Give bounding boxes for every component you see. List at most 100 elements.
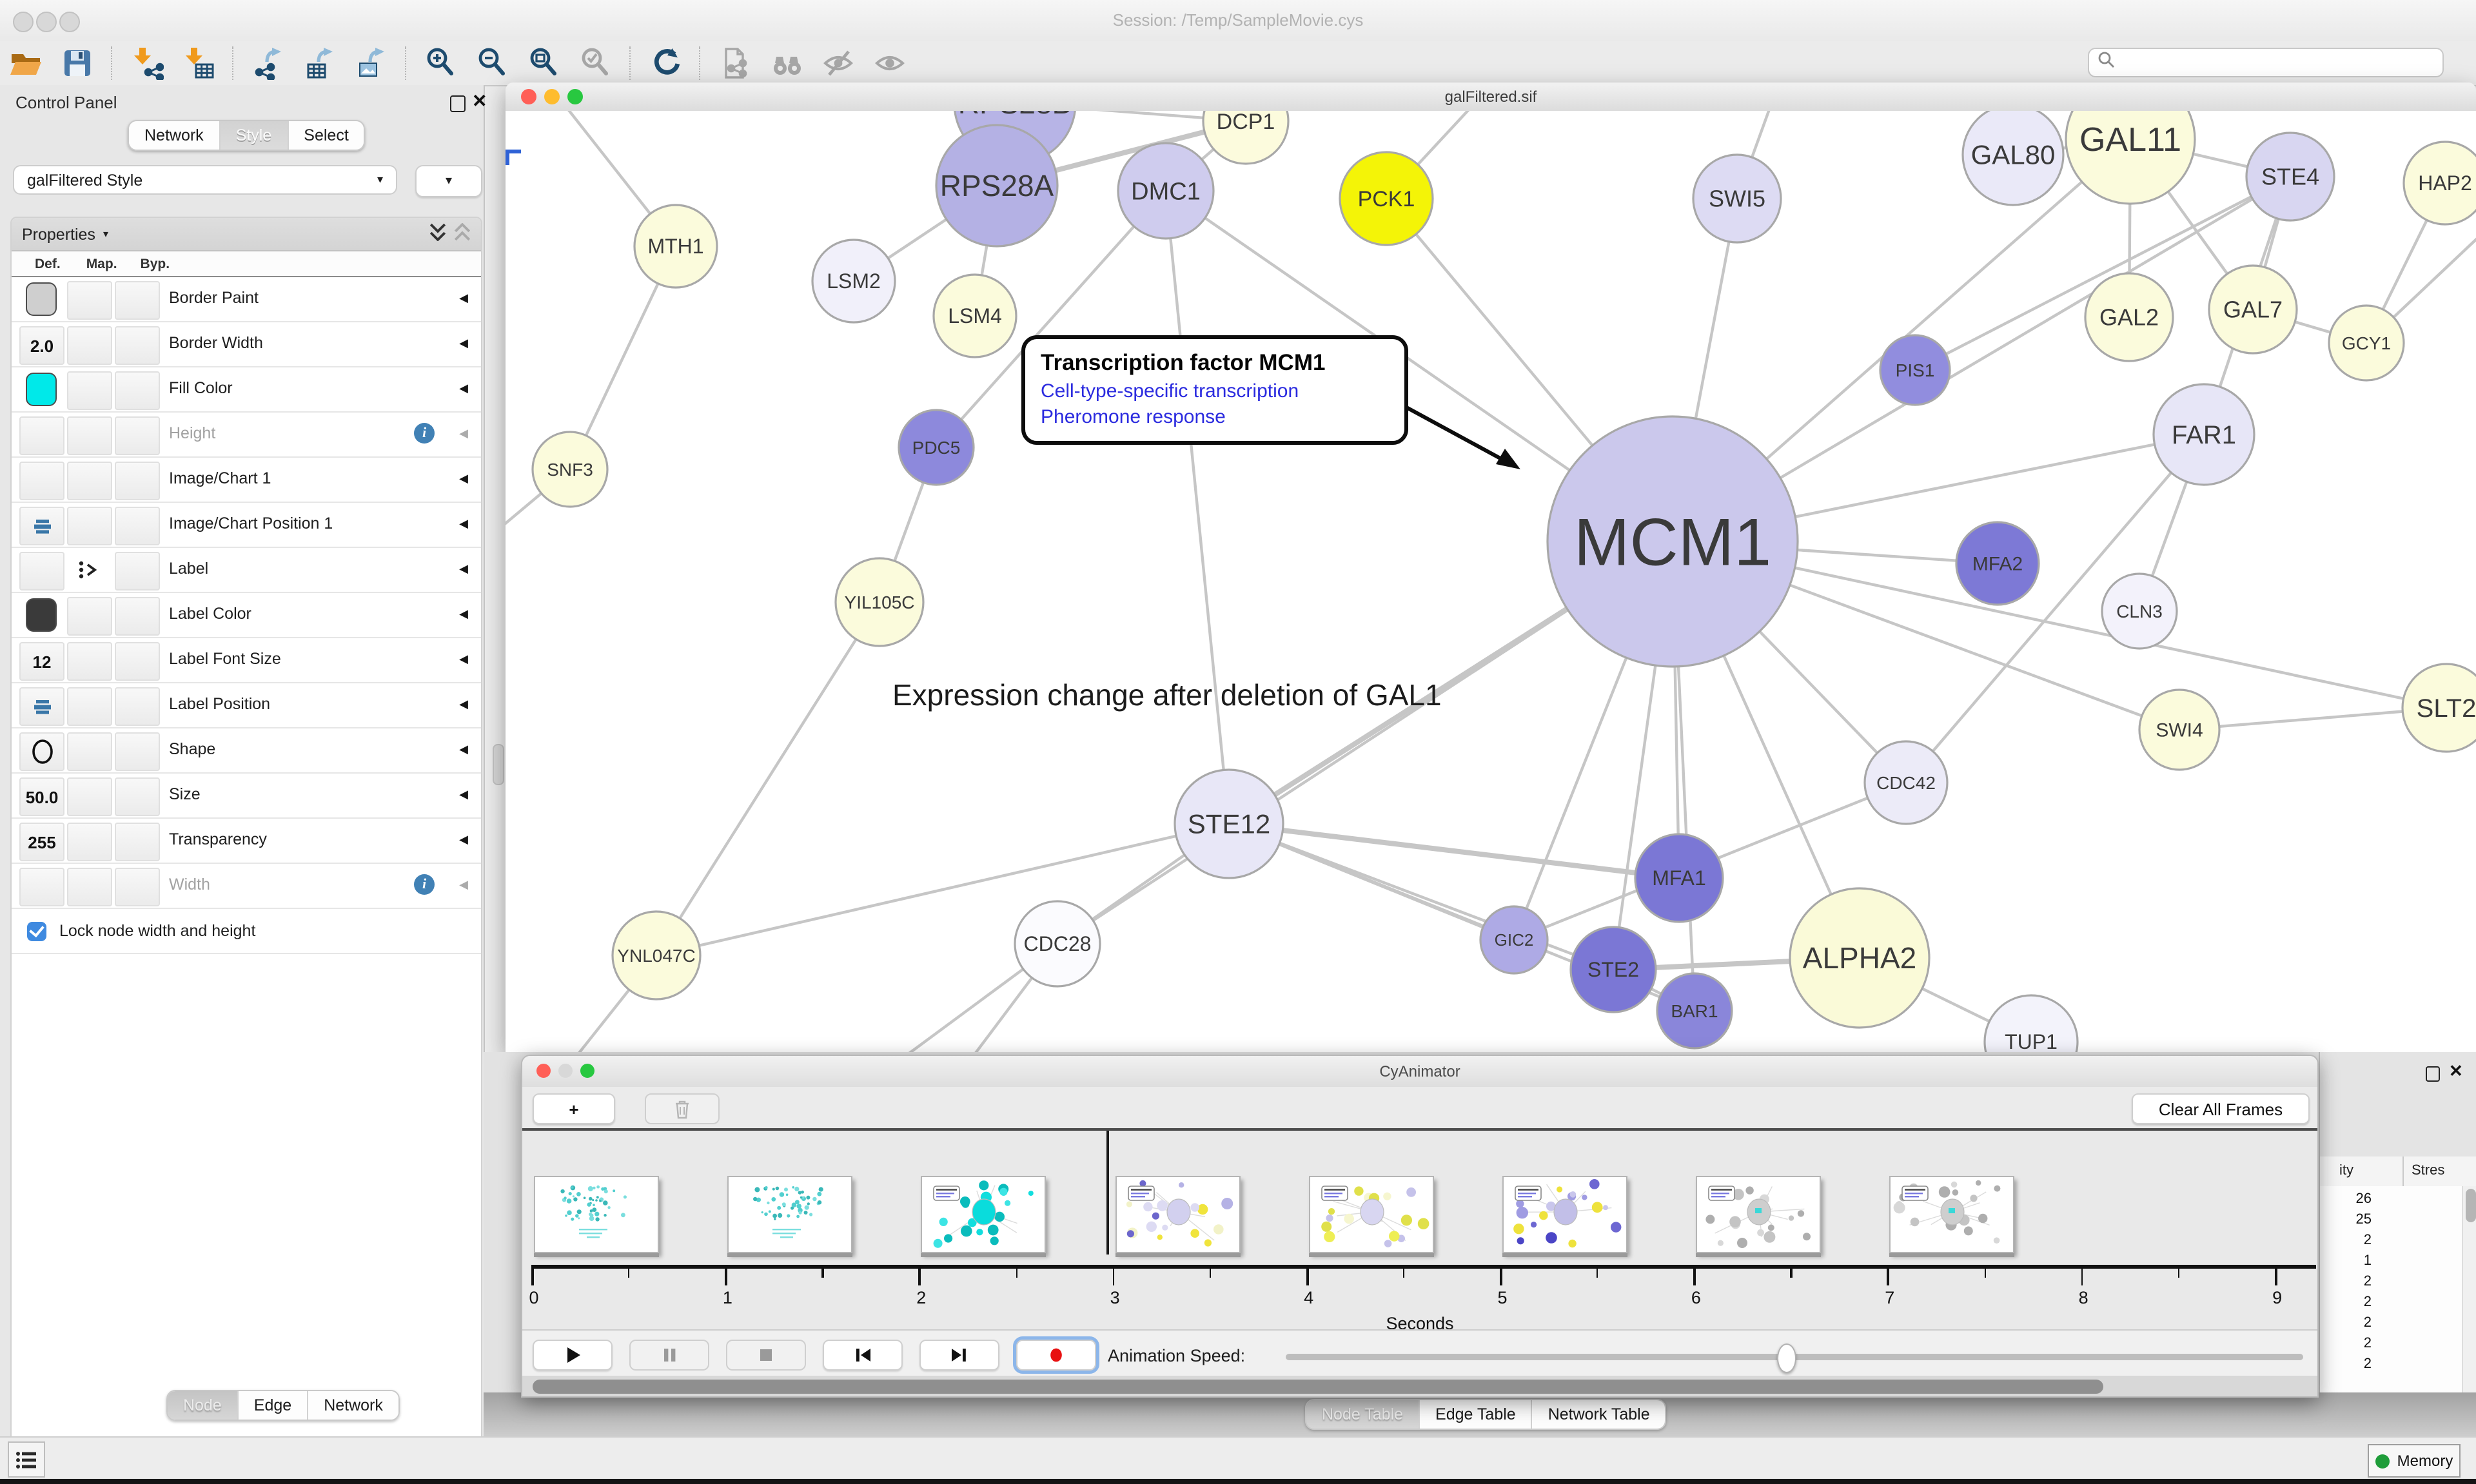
mapping-cell[interactable] (67, 416, 112, 455)
bypass-cell[interactable] (115, 823, 160, 861)
info-icon[interactable]: i (414, 423, 435, 444)
mapping-cell[interactable] (67, 281, 112, 320)
network-node-rps28a[interactable]: RPS28A (935, 124, 1059, 248)
network-minimize-button[interactable] (544, 89, 560, 104)
mapping-cell[interactable] (67, 326, 112, 365)
apply-layout-icon[interactable] (640, 44, 691, 83)
network-node-gal80[interactable]: GAL80 (1961, 111, 2065, 206)
expand-arrow-icon[interactable]: ◀ (459, 788, 468, 801)
network-node-ste4[interactable]: STE4 (2245, 132, 2335, 222)
record-button[interactable] (1016, 1340, 1096, 1371)
expand-arrow-icon[interactable]: ◀ (459, 743, 468, 756)
bypass-cell[interactable] (115, 281, 160, 320)
network-node-mfa2[interactable]: MFA2 (1955, 521, 2040, 606)
network-node-gal2[interactable]: GAL2 (2084, 272, 2174, 362)
network-node-cdc42[interactable]: CDC42 (1863, 740, 1949, 825)
tab-network[interactable]: Network (129, 121, 221, 150)
zoom-in-icon[interactable] (415, 44, 467, 83)
network-node-far1[interactable]: FAR1 (2152, 383, 2255, 486)
frame-thumbnail-4s[interactable] (1308, 1176, 1434, 1257)
mapping-cell[interactable] (67, 642, 112, 681)
default-value-cell[interactable] (19, 371, 62, 407)
default-value-cell[interactable] (19, 687, 64, 726)
default-value-cell[interactable] (19, 597, 62, 633)
network-node-mcm1[interactable]: MCM1 (1546, 415, 1799, 668)
default-value-cell[interactable]: 12 (19, 642, 64, 681)
tab-edge[interactable]: Edge (238, 1391, 309, 1420)
style-selector-dropdown[interactable]: galFiltered Style ▾ (13, 165, 397, 195)
property-row-image-chart-position-1[interactable]: Image/Chart Position 1 ◀ (12, 503, 481, 548)
expand-arrow-icon[interactable]: ◀ (459, 878, 468, 891)
mapping-cell[interactable] (67, 732, 112, 771)
zoom-fit-icon[interactable] (518, 44, 570, 83)
open-session-icon[interactable] (0, 44, 52, 83)
network-node-pck1[interactable]: PCK1 (1339, 151, 1434, 246)
float-panel-icon[interactable] (450, 95, 466, 112)
bypass-cell[interactable] (115, 687, 160, 726)
expand-arrow-icon[interactable]: ◀ (459, 337, 468, 349)
previous-frame-button[interactable] (823, 1340, 903, 1371)
mapping-cell[interactable] (67, 552, 110, 588)
export-image-icon[interactable] (346, 44, 397, 83)
frame-thumbnail-6s[interactable] (1696, 1176, 1822, 1257)
mapping-cell[interactable] (67, 777, 112, 816)
bypass-cell[interactable] (115, 462, 160, 500)
expand-arrow-icon[interactable]: ◀ (459, 698, 468, 710)
bypass-cell[interactable] (115, 777, 160, 816)
network-node-gal11[interactable]: GAL11 (2065, 111, 2196, 205)
expand-arrow-icon[interactable]: ◀ (459, 517, 468, 530)
table-cell[interactable]: 2 (2363, 1274, 2372, 1289)
network-node-cdc28[interactable]: CDC28 (1014, 900, 1101, 988)
default-value-cell[interactable]: 50.0 (19, 777, 64, 816)
network-node-pdc5[interactable]: PDC5 (898, 409, 975, 486)
timeline-playhead[interactable] (1106, 1131, 1109, 1255)
tab-node[interactable]: Node (168, 1391, 239, 1420)
cyanimator-minimize-button[interactable] (558, 1064, 573, 1078)
network-zoom-button[interactable] (567, 89, 583, 104)
window-close-button[interactable] (13, 12, 34, 32)
table-cell[interactable]: 2 (2363, 1315, 2372, 1331)
export-table-icon[interactable] (294, 44, 346, 83)
table-column-ity[interactable]: ity (2339, 1163, 2353, 1178)
bypass-cell[interactable] (115, 642, 160, 681)
lock-node-size-row[interactable]: Lock node width and height (12, 909, 481, 954)
bypass-cell[interactable] (115, 326, 160, 365)
property-row-border-width[interactable]: 2.0 Border Width ◀ (12, 322, 481, 367)
window-minimize-button[interactable] (36, 12, 57, 32)
property-row-image-chart-1[interactable]: Image/Chart 1 ◀ (12, 458, 481, 503)
network-node-gcy1[interactable]: GCY1 (2328, 304, 2405, 382)
network-node-mth1[interactable]: MTH1 (633, 204, 718, 289)
frame-thumbnail-7s[interactable] (1889, 1176, 2015, 1257)
expand-all-icon[interactable] (429, 223, 446, 245)
annotation-link-2[interactable]: Pheromone response (1041, 406, 1226, 428)
expand-arrow-icon[interactable]: ◀ (459, 291, 468, 304)
frame-thumbnail-1s[interactable] (727, 1176, 853, 1257)
expand-arrow-icon[interactable]: ◀ (459, 562, 468, 575)
default-value-cell[interactable]: 2.0 (19, 326, 64, 365)
panel-divider-grip[interactable] (493, 744, 504, 785)
network-node-lsm4[interactable]: LSM4 (932, 273, 1017, 358)
table-cell[interactable]: 26 (2355, 1191, 2372, 1207)
annotation-link-1[interactable]: Cell-type-specific transcription (1041, 380, 1299, 402)
network-node-bar1[interactable]: BAR1 (1656, 972, 1733, 1050)
expand-arrow-icon[interactable]: ◀ (459, 382, 468, 395)
tab-style[interactable]: Style (220, 121, 289, 150)
table-cell[interactable]: 25 (2355, 1212, 2372, 1227)
network-node-gal7[interactable]: GAL7 (2208, 264, 2298, 355)
network-node-ste12[interactable]: STE12 (1174, 768, 1284, 879)
bypass-cell[interactable] (115, 597, 160, 636)
network-node-cln3[interactable]: CLN3 (2101, 572, 2178, 650)
mapping-cell[interactable] (67, 687, 112, 726)
add-frame-button[interactable]: + (533, 1093, 615, 1124)
network-node-tup1[interactable]: TUP1 (1983, 994, 2079, 1052)
cyanimator-scrollbar[interactable] (522, 1376, 2317, 1396)
property-row-label[interactable]: Label ◀ (12, 548, 481, 593)
style-options-button[interactable]: ▾ (415, 165, 482, 197)
network-node-pis1[interactable]: PIS1 (1879, 334, 1951, 406)
column-divider[interactable] (2402, 1157, 2404, 1186)
mapping-cell[interactable] (67, 507, 112, 545)
console-log-button[interactable] (8, 1441, 45, 1478)
table-close-icon[interactable]: ✕ (2449, 1061, 2463, 1080)
play-button[interactable] (533, 1340, 613, 1371)
collapse-all-icon[interactable] (454, 222, 471, 245)
